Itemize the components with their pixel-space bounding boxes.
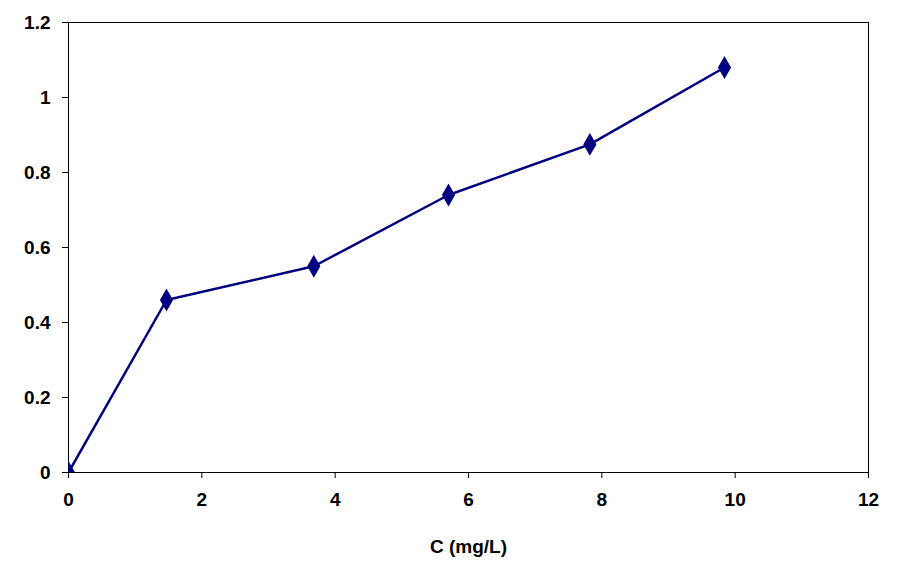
svg-text:0.2: 0.2: [24, 387, 50, 408]
svg-text:10: 10: [725, 489, 746, 510]
svg-text:0.4: 0.4: [24, 312, 51, 333]
svg-text:0.6: 0.6: [24, 237, 50, 258]
svg-text:1: 1: [40, 87, 51, 108]
svg-text:1.2: 1.2: [24, 12, 50, 33]
svg-text:C (mg/L): C (mg/L): [430, 536, 507, 557]
svg-text:2: 2: [197, 489, 208, 510]
svg-text:0.8: 0.8: [24, 162, 50, 183]
svg-text:0: 0: [63, 489, 74, 510]
svg-text:0: 0: [40, 462, 51, 483]
svg-text:4: 4: [330, 489, 341, 510]
svg-text:6: 6: [463, 489, 474, 510]
svg-text:12: 12: [858, 489, 879, 510]
svg-text:8: 8: [597, 489, 608, 510]
